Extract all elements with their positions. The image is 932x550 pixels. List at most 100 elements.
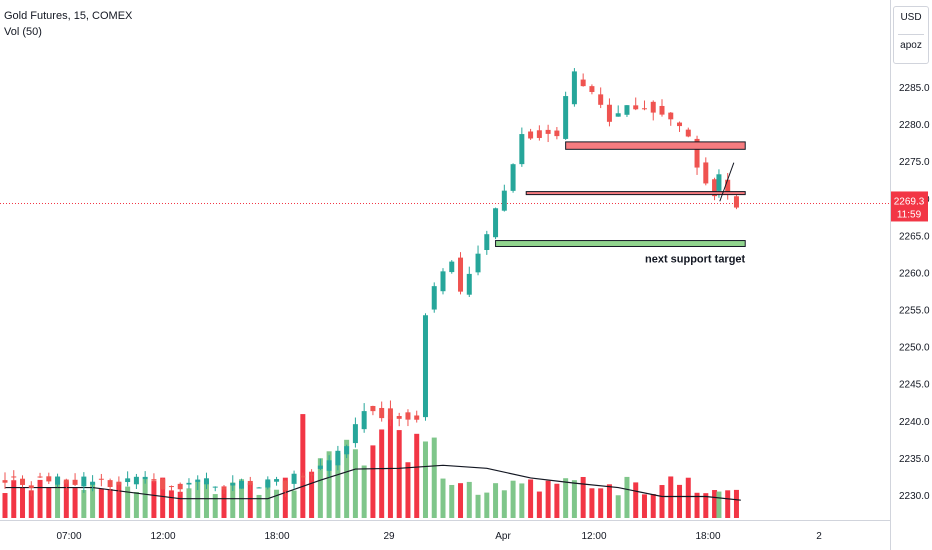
candle-body	[493, 208, 499, 238]
candle-body	[55, 476, 61, 485]
candle-body	[116, 481, 122, 485]
volume-bar	[168, 490, 174, 518]
volume-bar	[212, 494, 218, 518]
volume-bar	[484, 492, 490, 518]
y-tick-label: 2230.0	[899, 491, 930, 502]
volume-bar	[247, 483, 253, 518]
candle-body	[677, 122, 683, 127]
candle-body	[309, 474, 315, 476]
volume-bar	[716, 491, 722, 518]
volume-bar	[203, 480, 209, 518]
candle-body	[685, 129, 691, 137]
bar-countdown: 11:59	[897, 209, 922, 220]
candle-body	[160, 478, 166, 490]
level-zone	[525, 191, 746, 196]
volume-bar	[72, 488, 78, 518]
candle-body	[466, 273, 472, 295]
candle-body	[458, 257, 464, 292]
candle-body	[725, 179, 731, 194]
candle-body	[72, 479, 78, 485]
y-tick-label: 2245.0	[899, 380, 930, 391]
volume-bar	[379, 429, 385, 518]
volume-bar	[125, 486, 131, 518]
volume-bar	[414, 433, 420, 518]
candle-body	[624, 105, 630, 115]
scale-mode-label[interactable]: apoz	[900, 40, 922, 51]
volume-bar	[641, 494, 647, 518]
currency-label[interactable]: USD	[900, 12, 922, 23]
volume-bar	[28, 490, 34, 518]
candle-body	[46, 476, 52, 482]
candle-body	[563, 96, 569, 139]
candle-body	[668, 112, 674, 120]
candle-body	[317, 465, 323, 469]
candle-body	[571, 71, 577, 105]
x-tick-label: 18:00	[264, 531, 289, 542]
y-tick-label: 2255.0	[899, 306, 930, 317]
volume-bar	[142, 479, 148, 518]
volume-bar	[396, 430, 402, 518]
candle-body	[554, 130, 560, 137]
volume-indicator-label[interactable]: Vol (50)	[4, 26, 42, 38]
candle-body	[230, 483, 236, 486]
candle-body	[536, 130, 542, 138]
candle-body	[659, 105, 665, 115]
candle-body	[63, 479, 69, 484]
last-price-value: 2269.3	[894, 196, 925, 207]
candle-body	[326, 460, 332, 471]
volume-bar	[81, 490, 87, 518]
volume-bar	[265, 481, 271, 518]
settings-divider	[898, 34, 924, 35]
volume-bar	[466, 481, 472, 518]
volume-bar	[195, 481, 201, 518]
volume-ma-line	[5, 464, 741, 501]
volume-bar	[712, 490, 718, 518]
volume-bar	[668, 476, 674, 518]
volume-bar	[563, 478, 569, 518]
volume-bar	[11, 480, 17, 518]
volume-bar	[685, 477, 691, 518]
x-tick-label: 18:00	[695, 531, 720, 542]
volume-bar	[352, 449, 358, 518]
volume-bar	[431, 437, 437, 518]
candle-body	[475, 253, 481, 273]
y-tick-label: 2250.0	[899, 343, 930, 354]
volume-bar	[493, 483, 499, 518]
volume-bar	[107, 489, 113, 518]
volume-bar	[230, 482, 236, 518]
volume-bar	[387, 415, 393, 518]
volume-bar	[116, 482, 122, 518]
price-scale-settings[interactable]: USD apoz	[893, 6, 929, 64]
y-tick-label: 2240.0	[899, 417, 930, 428]
volume-bar	[545, 480, 551, 518]
candle-body	[431, 286, 437, 310]
volume-bar	[160, 477, 166, 518]
volume-bar	[309, 471, 315, 518]
candle-body	[20, 478, 26, 485]
candle-body	[422, 315, 428, 418]
candle-body	[2, 480, 8, 483]
volume-bar	[300, 414, 306, 518]
candle-body	[405, 412, 411, 420]
candle-body	[633, 105, 639, 110]
y-tick-label: 2275.0	[899, 157, 930, 168]
candle-body	[528, 131, 534, 139]
candle-body	[598, 94, 604, 105]
candle-body	[11, 476, 17, 478]
symbol-title[interactable]: Gold Futures, 15, COMEX	[4, 10, 133, 22]
candle-body	[177, 483, 183, 490]
candle-body	[606, 104, 612, 122]
candle-body	[615, 113, 621, 117]
candle-body	[370, 405, 376, 412]
volume-bar	[694, 492, 700, 518]
volume-bar	[151, 481, 157, 518]
candle-body	[247, 480, 253, 485]
y-tick-label: 2235.0	[899, 454, 930, 465]
candle-body	[98, 478, 104, 480]
candle-body	[344, 446, 350, 455]
volume-bar	[133, 491, 139, 518]
candle-body	[300, 475, 306, 478]
candle-body	[379, 407, 385, 419]
volume-bar	[291, 490, 297, 518]
